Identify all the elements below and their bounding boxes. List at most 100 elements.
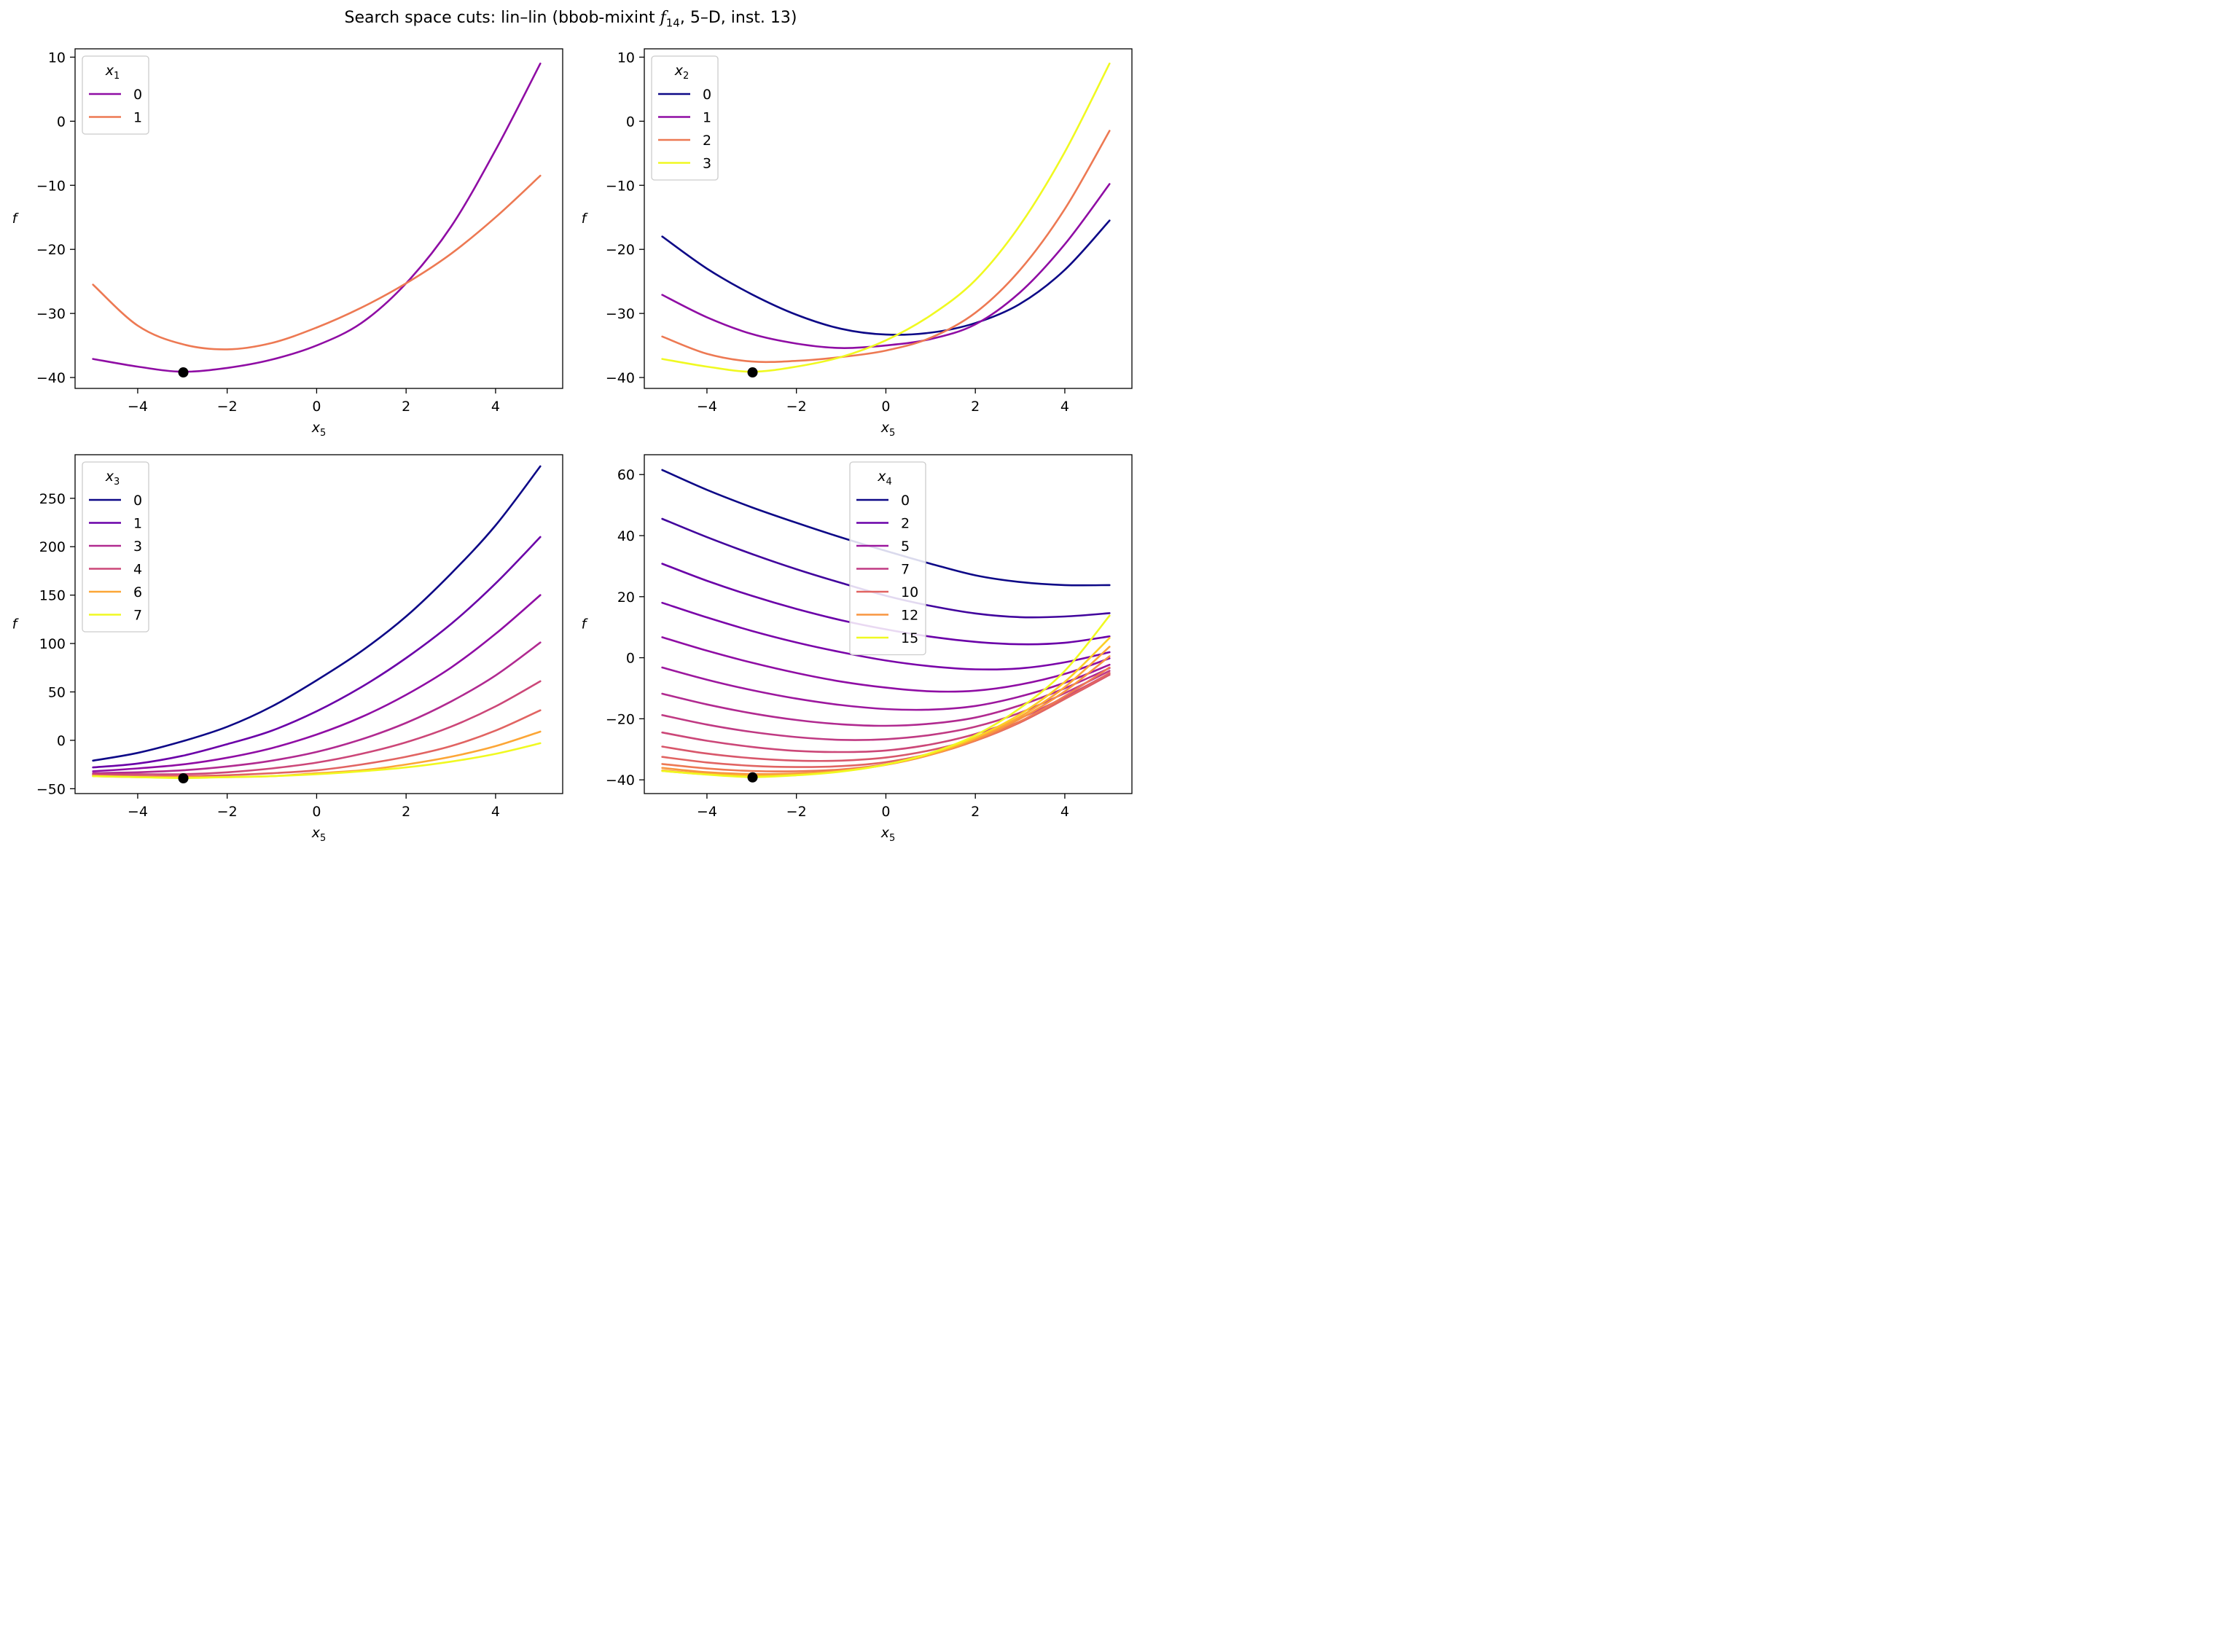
y-tick-label: 60 [617, 467, 635, 483]
y-axis-label: f [12, 211, 20, 227]
series-line [92, 174, 542, 351]
axes-frame [644, 454, 1133, 794]
legend-box [82, 461, 149, 633]
y-tick-label: 0 [57, 114, 66, 130]
y-tick-label: 200 [39, 539, 66, 555]
y-axis-label: f [12, 616, 20, 633]
series-line [92, 536, 542, 769]
x-axis-label: x5 [311, 420, 327, 439]
x-tick-label: −2 [217, 399, 238, 415]
y-tick-label: 0 [57, 733, 66, 749]
legend-entry-label: 1 [133, 110, 142, 126]
legend-entry-label: 0 [901, 493, 910, 509]
y-tick-label: 10 [48, 50, 66, 66]
series-line [661, 636, 1111, 693]
x-tick-label: 0 [881, 399, 890, 415]
series-line [661, 601, 1111, 671]
series-line [661, 672, 1111, 768]
y-tick-label: 50 [48, 685, 66, 701]
y-tick-label: −40 [606, 370, 635, 386]
legend-entry-label: 10 [901, 584, 918, 600]
x-tick-label: 4 [491, 804, 500, 820]
x-tick-label: −2 [217, 804, 238, 820]
x-tick-label: −4 [128, 804, 148, 820]
optimum-marker [747, 367, 758, 378]
legend-title-sub: 1 [114, 71, 120, 82]
y-tick-label: 150 [39, 588, 66, 604]
x-axis-label-sub: 5 [889, 833, 895, 844]
y-tick-label: −40 [606, 772, 635, 788]
legend-entry-label: 2 [901, 516, 910, 532]
y-tick-label: −20 [606, 242, 635, 258]
series-line [661, 130, 1111, 364]
optimum-marker [178, 773, 189, 784]
y-tick-label: 0 [626, 114, 635, 130]
x-tick-label: 4 [1060, 399, 1069, 415]
x-tick-label: 2 [402, 399, 410, 415]
legend-title-sub: 2 [683, 71, 689, 82]
legend-box [82, 55, 149, 135]
figure-title-sub: 14 [665, 16, 680, 30]
series-line [661, 672, 1111, 753]
x-tick-label: 0 [312, 399, 321, 415]
y-tick-label: 40 [617, 528, 635, 544]
x-axis-label-sub: 5 [320, 833, 326, 844]
x-axis-label: x5 [880, 825, 896, 844]
series-line [92, 641, 542, 775]
series-line [92, 465, 542, 762]
legend-entry-label: 2 [703, 133, 711, 149]
x-tick-label: 4 [491, 399, 500, 415]
legend-entry-label: 6 [133, 584, 142, 600]
legend-entry-label: 1 [703, 110, 711, 126]
axes-frame [74, 48, 563, 389]
x-tick-label: −2 [786, 399, 807, 415]
legend-entry-label: 1 [133, 516, 142, 532]
y-tick-label: −40 [36, 370, 66, 386]
legend-entry-label: 3 [703, 156, 711, 172]
x-tick-label: 2 [971, 399, 980, 415]
legend-entry-label: 0 [133, 87, 142, 103]
x-tick-label: −2 [786, 804, 807, 820]
y-tick-label: −10 [606, 178, 635, 194]
legend-entry-label: 0 [703, 87, 711, 103]
series-line [661, 219, 1111, 336]
y-tick-label: −50 [36, 781, 66, 797]
figure-title-suffix: , 5–D, inst. 13) [679, 9, 797, 27]
legend-entry-label: 7 [901, 562, 910, 578]
series-line [92, 742, 542, 779]
x-tick-label: 0 [881, 804, 890, 820]
legend-entry-label: 12 [901, 608, 918, 624]
series-line [661, 663, 1111, 711]
y-tick-label: 20 [617, 590, 635, 606]
series-line [661, 667, 1111, 727]
x-tick-label: 4 [1060, 804, 1069, 820]
figure-title: Search space cuts: lin–lin (bbob-mixint … [0, 9, 1141, 29]
figure-title-f: f [660, 9, 666, 27]
y-tick-label: −20 [606, 711, 635, 727]
optimum-marker [178, 367, 189, 378]
optimum-marker [747, 772, 758, 783]
x-tick-label: 2 [971, 804, 980, 820]
legend-entry-label: 7 [133, 608, 142, 624]
y-axis-label: f [582, 616, 589, 633]
legend-entry-label: 0 [133, 493, 142, 509]
y-tick-label: 250 [39, 491, 66, 507]
y-tick-label: 10 [617, 50, 635, 66]
legend-title-sub: 3 [114, 477, 120, 488]
y-tick-label: 0 [626, 651, 635, 667]
series-line [92, 62, 542, 373]
axes-frame [644, 48, 1133, 389]
legend-entry-label: 3 [133, 539, 142, 555]
y-tick-label: −30 [36, 306, 66, 322]
legend-title-sub: 4 [886, 477, 891, 488]
legend-entry-label: 5 [901, 539, 910, 555]
series-line [92, 594, 542, 772]
y-tick-label: −30 [606, 306, 635, 322]
